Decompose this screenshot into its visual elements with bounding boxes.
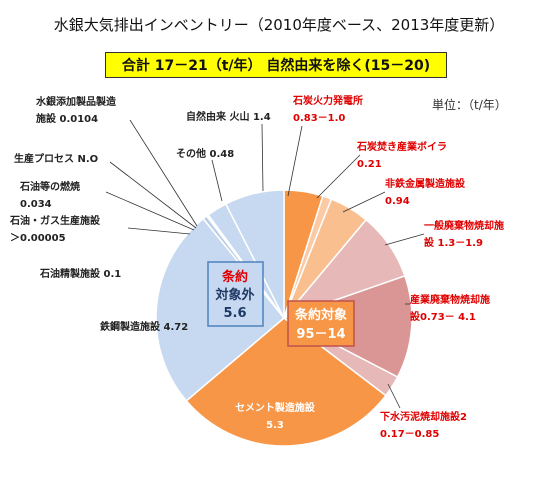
slice-label-nonferrous: 非鉄金属製造施設 0.94 xyxy=(385,177,466,207)
slice-label-mercury-products: 水銀添加製品製造施設 0.0104 xyxy=(35,95,117,125)
slice-label-line: 下水汚泥焼却施設2 xyxy=(380,410,467,423)
group-outside-line1: 条約 xyxy=(222,269,248,285)
slice-label-production-process: 生産プロセス N.O xyxy=(14,152,98,165)
leader-line-nonferrous xyxy=(342,191,386,213)
slice-label-line: その他 0.48 xyxy=(176,147,234,160)
pie-slice-natural-volcano xyxy=(224,189,285,319)
leader-line-natural-volcano xyxy=(261,123,264,192)
leader-line-mercury-products xyxy=(129,119,198,227)
unit-label: 単位：（t/年） xyxy=(432,98,507,112)
slice-label-general-waste: 一般廃棄物焼却施設 1.3－1.9 xyxy=(424,219,504,249)
slice-label-line: 0.034 xyxy=(20,199,52,210)
slice-label-line: 0.83－1.0 xyxy=(293,113,345,124)
slice-label-line: 石油等の燃焼 xyxy=(19,180,80,193)
chart-subtitle-box: 合計 17－21（t/年） 自然由来を除く(15－20) xyxy=(105,52,447,78)
slice-label-line: 0.94 xyxy=(385,196,410,207)
group-inside-line1: 条約対象 xyxy=(295,307,347,323)
leader-line-production-process xyxy=(109,161,197,229)
slice-label-oil-gas-production: 石油・ガス生産施設 ＞0.00005 xyxy=(9,214,101,244)
slice-label-line: 生産プロセス N.O xyxy=(14,152,98,165)
group-label-outside: 条約 対象外 5.6 xyxy=(207,261,264,327)
leader-line-coal-boiler xyxy=(316,154,361,199)
group-label-inside: 条約対象 95－14 xyxy=(287,300,355,347)
slice-label-line: 設 1.3－1.9 xyxy=(424,236,483,249)
slice-label-line: 設0.73－ 4.1 xyxy=(410,310,476,323)
leader-line-general-waste xyxy=(384,233,425,246)
leader-line-oil-combustion xyxy=(105,191,195,231)
slice-label-natural-volcano: 自然由来 火山 1.4 xyxy=(186,110,271,123)
leader-line-sewage-sludge xyxy=(387,383,401,409)
leader-lines xyxy=(105,119,425,409)
slice-label-line: 水銀添加製品製造 xyxy=(35,95,117,108)
slice-label-line: 自然由来 火山 1.4 xyxy=(186,110,271,123)
group-outside-line2: 対象外 xyxy=(214,287,254,303)
slice-label-line: 施設 0.0104 xyxy=(36,112,98,125)
slice-label-line: 産業廃棄物焼却施 xyxy=(410,293,490,306)
slice-label-line: 石油・ガス生産施設 xyxy=(9,214,101,227)
slice-label-other: その他 0.48 xyxy=(176,147,234,160)
leader-line-oil-gas-production xyxy=(127,227,191,235)
slice-label-line: 石油精製施設 0.1 xyxy=(39,267,121,280)
pie-slices xyxy=(155,189,413,447)
leader-line-other xyxy=(211,159,223,202)
slice-label-cement: セメント製造施設 5.3 xyxy=(235,401,316,431)
slice-label-coal-boiler: 石炭焚き産業ボイラ 0.21 xyxy=(356,140,447,170)
slice-label-line: セメント製造施設 xyxy=(235,401,316,414)
slice-label-line: 鉄鋼製造施設 4.72 xyxy=(100,320,188,333)
chart-title: 水銀大気排出インベントリー（2010年度ベース、2013年度更新） xyxy=(53,16,505,34)
pie-slice-cement xyxy=(185,317,387,447)
slice-label-line: 5.3 xyxy=(266,420,284,431)
leader-line-coal-power xyxy=(287,125,303,197)
slice-label-line: 0.21 xyxy=(357,159,382,170)
slice-label-industrial-waste: 産業廃棄物焼却施設0.73－ 4.1 xyxy=(410,293,490,323)
slice-label-line: 非鉄金属製造施設 xyxy=(385,177,466,190)
slice-label-line: 石炭焚き産業ボイラ xyxy=(356,140,447,153)
slice-label-oil-refinery: 石油精製施設 0.1 xyxy=(39,267,121,280)
group-outside-line3: 5.6 xyxy=(223,306,246,321)
slice-label-coal-power: 石炭火力発電所 0.83－1.0 xyxy=(292,94,363,124)
slice-label-line: 一般廃棄物焼却施 xyxy=(424,219,504,232)
slice-label-oil-combustion: 石油等の燃焼 0.034 xyxy=(19,180,80,210)
slice-label-steel: 鉄鋼製造施設 4.72 xyxy=(100,320,188,333)
slice-label-line: 石炭火力発電所 xyxy=(292,94,363,107)
slice-label-sewage-sludge: 下水汚泥焼却施設2 0.17－0.85 xyxy=(380,410,467,440)
slice-label-line: 0.17－0.85 xyxy=(380,429,439,440)
group-inside-line2: 95－14 xyxy=(296,327,345,342)
slice-label-line: ＞0.00005 xyxy=(10,232,66,244)
